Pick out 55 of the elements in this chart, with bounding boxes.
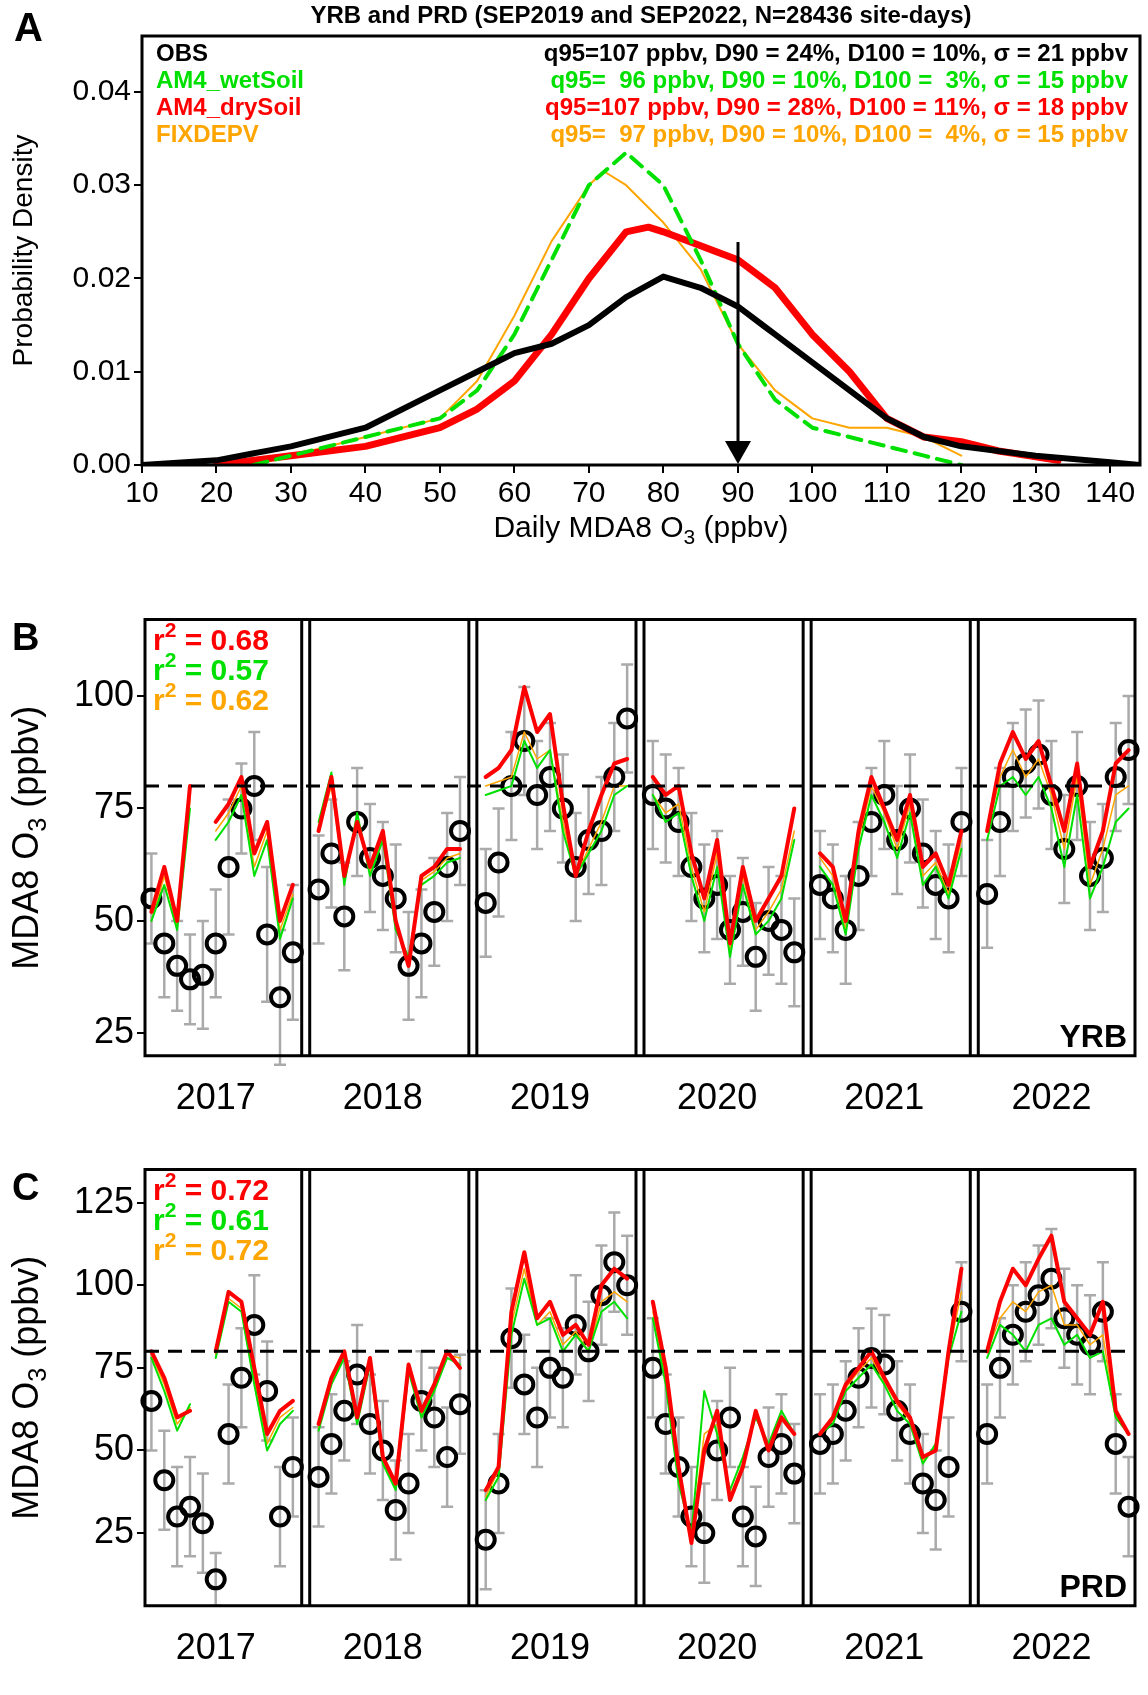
y-tick-label: 125 — [73, 1179, 134, 1221]
x-tick-label: 90 — [721, 475, 755, 509]
text: A — [14, 5, 43, 50]
x-tick-label: 40 — [348, 475, 383, 509]
y-tick-label: 50 — [93, 897, 134, 939]
x-tick-label: 80 — [646, 475, 681, 509]
y-tick-label: 25 — [93, 1510, 134, 1552]
y-tick-label: 0.04 — [72, 73, 131, 107]
y-tick-label: 75 — [93, 785, 134, 827]
x-tick-label: 2020 — [677, 1076, 758, 1118]
text: B — [12, 616, 40, 659]
y-tick-label: 0.02 — [72, 259, 131, 293]
y-tick-label: 50 — [93, 1427, 134, 1469]
x-tick-label: 2021 — [844, 1626, 925, 1668]
y-tick-label: 0.03 — [72, 166, 131, 200]
x-tick-label: 2018 — [342, 1626, 423, 1668]
y-tick-label: 0.01 — [72, 353, 131, 386]
annotation: q95= 96 ppbv, D90 = 10%, D100 = 3%, σ = 15 ppbv — [550, 65, 1129, 93]
y-axis-title: MDA8 O3 (ppbv) — [4, 705, 51, 970]
x-tick-label: 2018 — [342, 1076, 423, 1118]
text: C — [12, 1166, 40, 1209]
x-tick-label: 2017 — [175, 1626, 256, 1668]
x-tick-label: 130 — [1010, 475, 1061, 509]
x-tick-label: 50 — [423, 475, 457, 509]
x-tick-label: 2022 — [1011, 1626, 1092, 1668]
x-tick-label: 2022 — [1011, 1076, 1092, 1118]
x-tick-label: 100 — [787, 475, 838, 509]
x-tick-label: 120 — [936, 475, 987, 509]
annotation: PRD — [1059, 1567, 1127, 1604]
y-tick-label: 75 — [93, 1344, 134, 1386]
text: OBS — [156, 38, 209, 66]
text: AM4_wetSoil — [156, 65, 305, 93]
y-tick-label: 25 — [93, 1010, 134, 1052]
x-tick-label: 140 — [1085, 475, 1136, 509]
y-axis-title: Probability Density — [6, 134, 38, 367]
x-tick-label: 110 — [862, 475, 911, 509]
x-tick-label: 60 — [497, 475, 532, 509]
x-tick-label: 2019 — [509, 1626, 591, 1668]
x-tick-label: 20 — [199, 475, 234, 509]
x-tick-label: 2020 — [677, 1626, 758, 1668]
annotation: q95= 97 ppbv, D90 = 10%, D100 = 4%, σ = 15 ppbv — [550, 119, 1129, 147]
annotation: q95=107 ppbv, D90 = 28%, D100 = 11%, σ = 18 ppbv — [545, 92, 1129, 120]
text: FIXDEPV — [156, 119, 259, 147]
x-tick-label: 2021 — [844, 1076, 925, 1118]
y-tick-label: 100 — [73, 672, 134, 714]
x-tick-label: 2019 — [509, 1076, 591, 1118]
y-axis-title: MDA8 O3 (ppbv) — [4, 1255, 51, 1520]
x-tick-label: 2017 — [175, 1076, 256, 1118]
x-tick-label: 70 — [572, 475, 606, 509]
y-tick-label: 100 — [73, 1262, 134, 1304]
chart-title: YRB and PRD (SEP2019 and SEP2022, N=28436 site-days) — [310, 0, 972, 28]
annotation: q95=107 ppbv, D90 = 24%, D100 = 10%, σ = 21 ppbv — [543, 38, 1129, 66]
text: AM4_drySoil — [156, 92, 302, 120]
annotation: YRB — [1059, 1017, 1127, 1054]
x-tick-label: 30 — [274, 475, 308, 509]
